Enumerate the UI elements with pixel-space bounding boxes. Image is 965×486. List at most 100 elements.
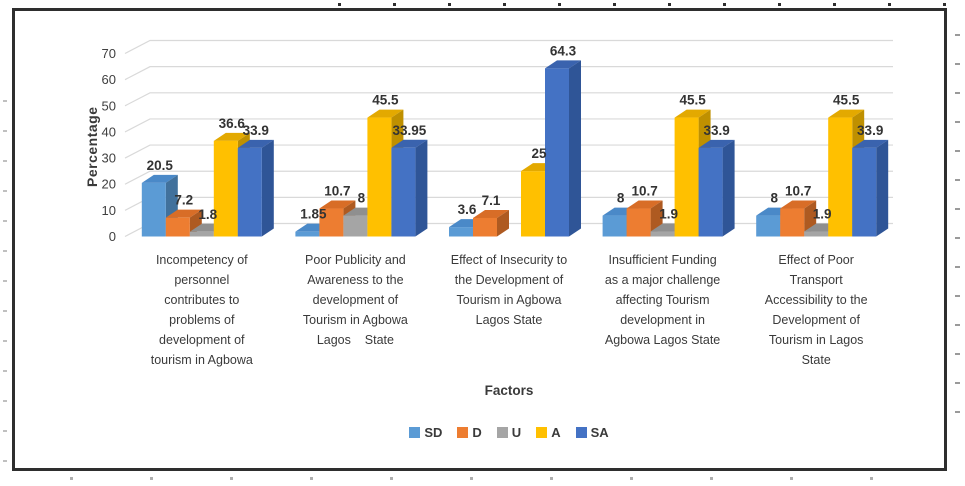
legend-swatch-D: [457, 427, 469, 438]
legend-swatch-SA: [575, 427, 587, 438]
bar-front-face: [343, 215, 368, 237]
value-label: 10.7: [631, 184, 657, 199]
legend-item-SD: SD: [409, 425, 442, 440]
bar-SD-c1: [141, 174, 178, 237]
y-tick-label: 20: [102, 177, 116, 192]
value-label: 1.85: [300, 207, 327, 222]
value-label: 1.9: [659, 207, 678, 222]
y-tick-label: 0: [109, 229, 116, 244]
bar-SA-c2: [391, 139, 428, 237]
legend-item-U: U: [496, 425, 522, 440]
y-tick-label: 40: [102, 124, 116, 139]
legend-item-A: A: [536, 425, 561, 440]
bar-side-face: [876, 139, 889, 237]
legend-swatch-SD: [409, 427, 421, 438]
value-label: 20.5: [147, 158, 174, 173]
legend-label-U: U: [511, 425, 522, 440]
bar-side-face: [497, 209, 509, 237]
category-label-1: Incompetency of personnel contributes to…: [150, 253, 253, 367]
bar-front-face: [391, 147, 416, 237]
category-labels: Incompetency of personnel contributes to…: [125, 250, 893, 370]
bar-side-face: [722, 139, 735, 237]
bar-front-face: [602, 215, 627, 237]
legend-label-SA: SA: [590, 425, 609, 440]
bar-front-face: [545, 68, 569, 237]
bar-front-face: [626, 208, 651, 237]
value-label: 25: [531, 146, 547, 161]
bar-front-face: [780, 208, 805, 237]
legend-label-A: A: [551, 425, 561, 440]
value-label: 45.5: [679, 93, 706, 108]
value-label: 33.95: [393, 123, 427, 138]
legend: SD D U A SA: [125, 425, 893, 440]
bar-front-face: [674, 117, 699, 237]
bar-D-c3: [473, 209, 509, 237]
bar-front-face: [521, 171, 545, 237]
legend-swatch-U: [496, 427, 508, 438]
value-label: 36.6: [219, 116, 246, 131]
value-label: 8: [770, 191, 778, 206]
value-label: 7.1: [482, 193, 501, 208]
y-tick-label: 30: [102, 151, 116, 166]
value-label: 8: [358, 191, 366, 206]
legend-label-D: D: [472, 425, 482, 440]
bar-side-face: [261, 139, 274, 237]
legend-swatch-A: [536, 427, 548, 438]
bar-front-face: [756, 215, 781, 237]
bar-SA-c4: [698, 139, 735, 237]
value-label: 10.7: [324, 184, 350, 199]
bar-D-c4: [626, 200, 663, 237]
y-axis-title: Percentage: [84, 106, 100, 188]
bar-front-face: [828, 117, 853, 237]
bar-SA-c3: [545, 60, 581, 237]
value-label: 33.9: [703, 123, 729, 138]
value-label: 8: [617, 191, 625, 206]
value-label: 10.7: [785, 184, 811, 199]
bar-SA-c5: [852, 139, 889, 237]
value-label: 7.2: [174, 193, 193, 208]
value-label: 3.6: [458, 202, 477, 217]
category-label-4: Insufficient Funding as a major challeng…: [604, 253, 721, 347]
bar-front-face: [237, 147, 262, 237]
value-label: 1.9: [813, 207, 832, 222]
value-label: 45.5: [833, 93, 860, 108]
gridline: [124, 170, 893, 185]
bar-front-face: [367, 117, 392, 237]
category-label-3: Effect of Insecurity to the Development …: [450, 253, 568, 327]
bar-front-face: [189, 231, 214, 237]
x-axis-title: Factors: [484, 383, 534, 398]
y-tick-label: 50: [102, 98, 116, 113]
bar-front-face: [804, 231, 829, 237]
chart-frame: [12, 8, 947, 471]
gridline: [124, 66, 893, 81]
value-label: 33.9: [243, 123, 269, 138]
bar-front-face: [852, 147, 877, 237]
bar-D-c1: [165, 209, 202, 237]
bar-front-face: [295, 231, 320, 237]
bar-front-face: [473, 217, 497, 237]
bar-front-face: [698, 147, 723, 237]
bar-front-face: [650, 231, 675, 237]
bar-front-face: [319, 208, 344, 237]
value-label: 64.3: [550, 43, 577, 58]
value-label: 33.9: [857, 123, 883, 138]
category-label-2: Poor Publicity and Awareness to the deve…: [302, 253, 408, 347]
gridline: [124, 118, 893, 133]
category-label-5: Effect of Poor Transport Accessibility t…: [764, 253, 868, 367]
bar-front-face: [141, 182, 166, 237]
legend-item-SA: SA: [575, 425, 609, 440]
value-label: 45.5: [372, 93, 399, 108]
gridline: [124, 39, 893, 55]
gridline: [124, 144, 893, 159]
bar-side-face: [569, 60, 581, 237]
value-label: 1.8: [198, 207, 217, 222]
bar-front-face: [449, 227, 473, 237]
gridline: [124, 92, 893, 107]
y-tick-label: 70: [102, 46, 116, 61]
legend-label-SD: SD: [424, 425, 443, 440]
bar-front-face: [213, 140, 238, 237]
legend-item-D: D: [457, 425, 482, 440]
bar-front-face: [165, 217, 190, 237]
